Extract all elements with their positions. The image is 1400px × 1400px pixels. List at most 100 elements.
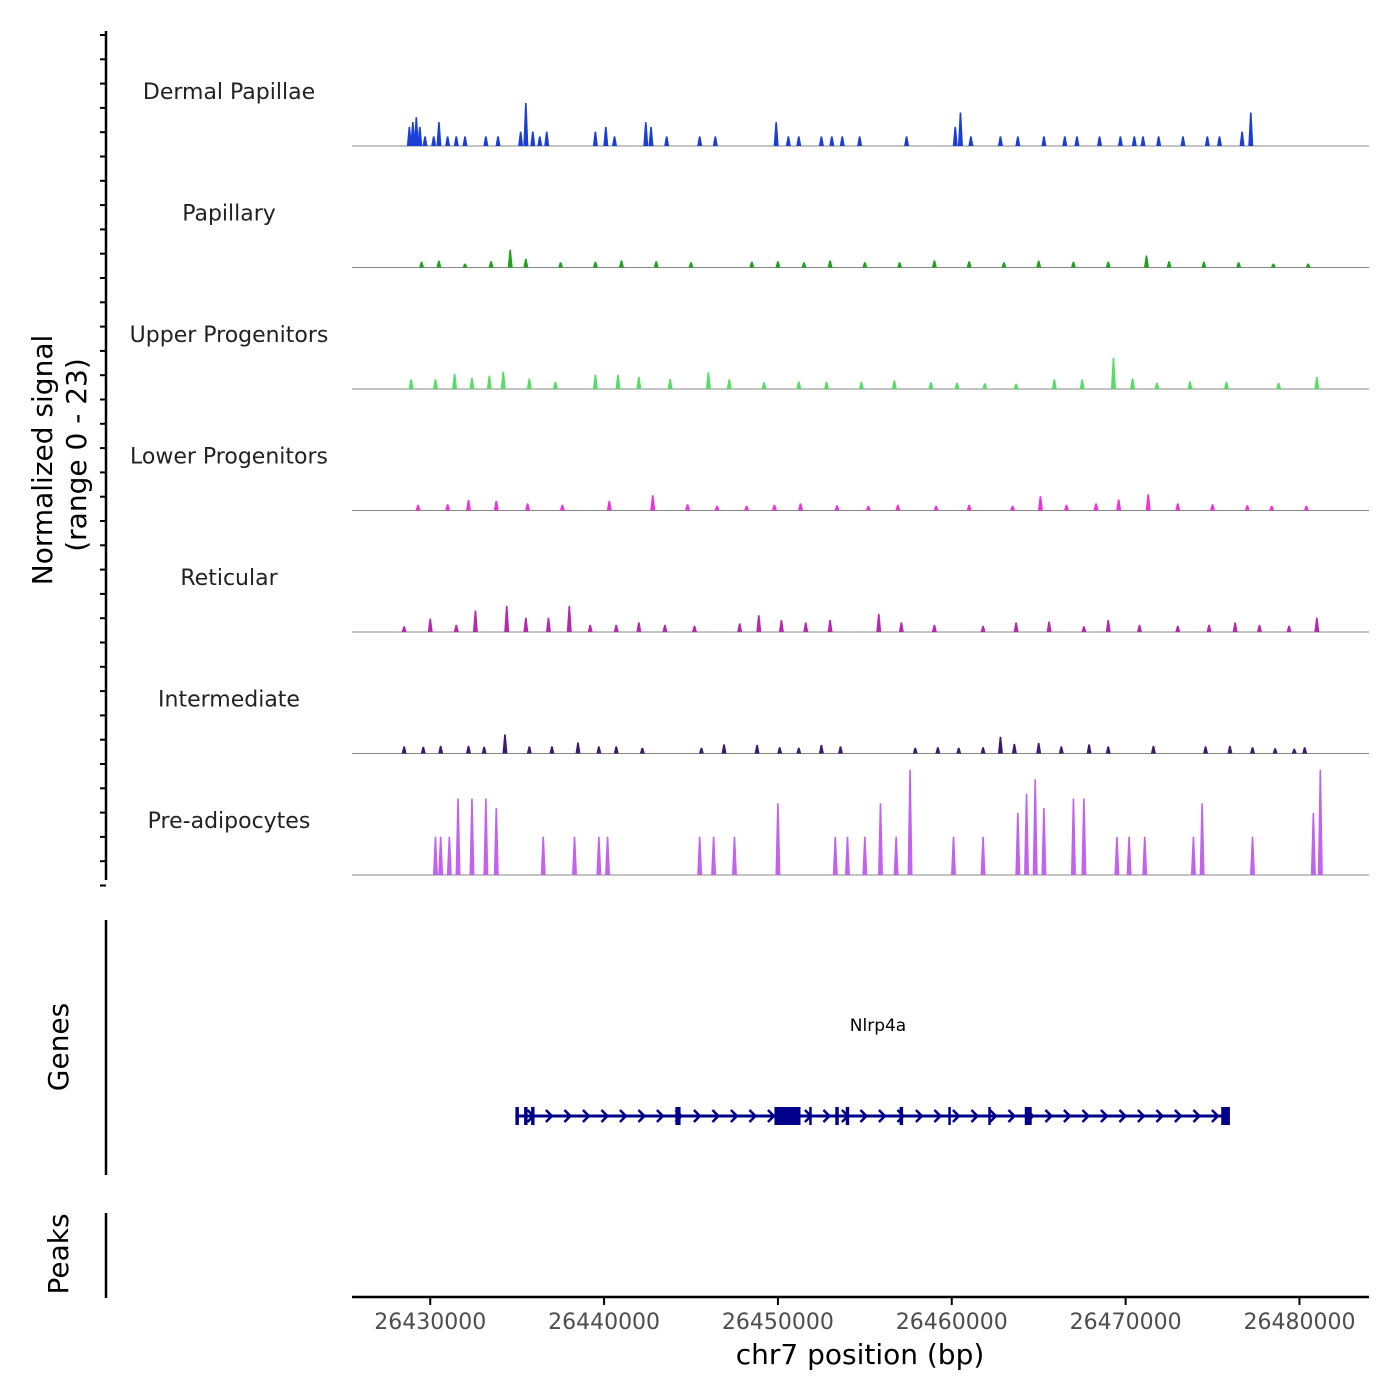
- track-label-dermal-papillae: Dermal Papillae: [143, 80, 315, 105]
- signal-peak: [408, 379, 414, 389]
- signal-peak: [1175, 625, 1181, 632]
- signal-peak: [862, 262, 868, 268]
- signal-peak: [705, 372, 711, 389]
- signal-peak: [711, 836, 717, 875]
- signal-peak: [1250, 836, 1256, 875]
- strand-arrow: [970, 1109, 980, 1123]
- signal-peak: [731, 836, 737, 875]
- signal-peak: [796, 747, 802, 754]
- signal-peak: [1126, 836, 1132, 875]
- signal-peak: [481, 746, 487, 754]
- signal-peak: [438, 745, 444, 754]
- signal-peak: [1105, 746, 1111, 754]
- signal-peak: [761, 382, 767, 389]
- signal-peak: [1013, 622, 1019, 632]
- signal-peak: [803, 622, 809, 632]
- signal-peak: [980, 625, 986, 632]
- signal-peak: [1201, 261, 1207, 268]
- signal-peak: [865, 505, 871, 511]
- signal-peak: [1013, 383, 1019, 389]
- signal-peak: [876, 613, 882, 632]
- signal-peak: [1286, 625, 1292, 632]
- track-label-pre-adipocytes: Pre-adipocytes: [148, 809, 311, 834]
- signal-peak: [1145, 494, 1151, 511]
- gene-exon: [1221, 1107, 1230, 1125]
- signal-peak: [1024, 793, 1030, 875]
- signal-peak: [1199, 803, 1205, 875]
- signal-peak: [518, 131, 524, 146]
- signal-peak: [798, 503, 804, 511]
- signal-peak: [931, 624, 937, 632]
- signal-peak: [446, 836, 452, 875]
- signal-peak: [436, 260, 442, 268]
- signal-peak: [712, 136, 718, 146]
- signal-peak: [966, 504, 972, 511]
- signal-peak: [1276, 382, 1282, 389]
- signal-peak: [1086, 744, 1092, 754]
- signal-peak: [1204, 136, 1210, 146]
- signal-peak: [1143, 255, 1149, 268]
- strand-arrow: [1100, 1109, 1109, 1123]
- x-tick-label: 26450000: [722, 1310, 834, 1335]
- signal-peak: [462, 136, 468, 146]
- x-tick-label: 26440000: [548, 1310, 660, 1335]
- signal-peak: [1302, 747, 1308, 754]
- strand-arrow: [896, 1109, 906, 1123]
- signal-peak: [453, 136, 459, 146]
- signal-peak: [1015, 812, 1021, 875]
- signal-peak: [530, 131, 536, 146]
- signal-peak: [1081, 798, 1087, 875]
- signal-peak: [1070, 261, 1076, 268]
- signal-peak: [507, 249, 513, 268]
- signal-peak: [445, 136, 451, 146]
- signal-peak: [697, 136, 703, 146]
- signal-peak: [982, 383, 988, 389]
- signal-peak: [438, 836, 444, 875]
- signal-peak: [401, 626, 407, 632]
- signal-peak: [453, 624, 459, 632]
- signal-peak: [1150, 745, 1156, 754]
- strand-arrow: [859, 1109, 869, 1123]
- signal-peak: [432, 379, 438, 389]
- signal-peak: [650, 495, 656, 511]
- signal-peak: [615, 374, 621, 389]
- signal-peak: [1269, 505, 1275, 511]
- coverage-ylabel-line2: (range 0 - 23): [60, 358, 93, 552]
- signal-peak: [749, 261, 755, 268]
- signal-peak: [552, 381, 558, 389]
- signal-peak: [1105, 620, 1111, 632]
- signal-peak: [897, 262, 903, 268]
- signal-peak: [1117, 136, 1123, 146]
- strand-arrow: [822, 1109, 832, 1123]
- signal-peak: [643, 122, 649, 146]
- strand-arrow: [1211, 1109, 1220, 1123]
- track-label-lower-progenitors: Lower Progenitors: [130, 445, 328, 470]
- signal-peak: [697, 836, 703, 875]
- strand-arrow: [730, 1109, 739, 1123]
- strand-arrow: [1081, 1109, 1091, 1123]
- signal-peak: [636, 622, 642, 632]
- signal-peak: [504, 605, 510, 632]
- signal-peak: [417, 126, 423, 146]
- strand-arrow: [748, 1109, 758, 1123]
- signal-peak: [907, 769, 913, 875]
- signal-peak: [613, 746, 619, 754]
- signal-peak: [472, 610, 478, 632]
- signal-peak: [436, 122, 442, 146]
- signal-peak: [566, 605, 572, 632]
- signal-peak: [980, 836, 986, 875]
- signal-peak: [452, 373, 458, 389]
- signal-peak: [526, 746, 532, 754]
- signal-peak: [462, 263, 468, 268]
- signal-peak: [834, 505, 840, 511]
- signal-peak: [1140, 136, 1146, 146]
- track-labels: Dermal Papillae Papillary Upper Progenitor…: [130, 80, 329, 834]
- signal-peak: [606, 500, 612, 511]
- signal-peak: [486, 375, 492, 389]
- signal-peak: [1041, 808, 1047, 875]
- gene-exon: [835, 1107, 839, 1125]
- signal-peak: [1210, 504, 1216, 511]
- signal-peak: [1001, 262, 1007, 268]
- strand-arrow: [1007, 1109, 1017, 1123]
- signal-peak: [778, 620, 784, 632]
